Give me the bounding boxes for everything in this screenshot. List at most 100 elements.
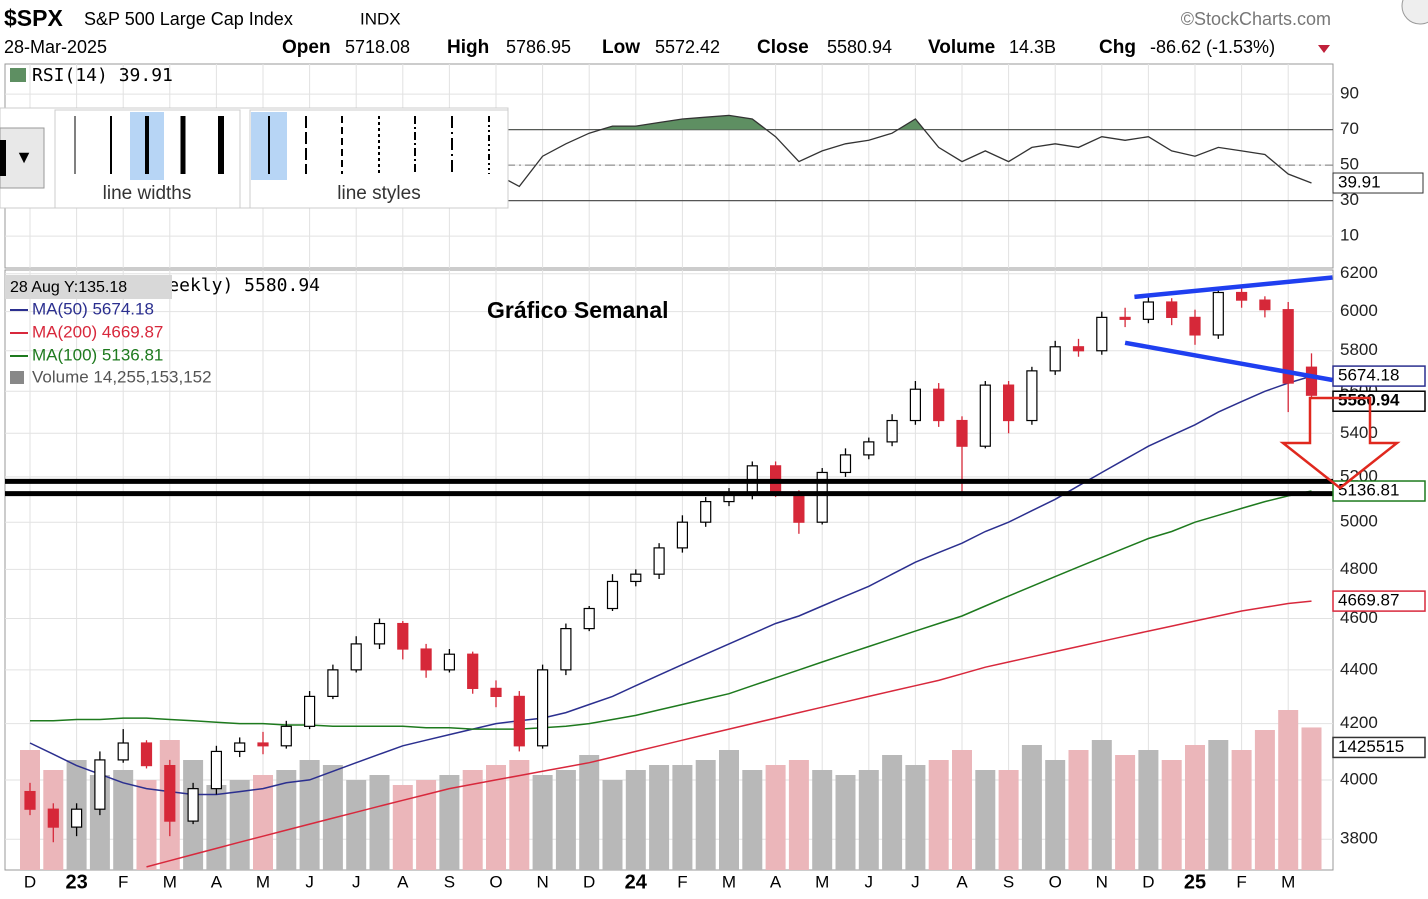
candle-body	[560, 627, 572, 671]
volume-bar	[299, 760, 320, 870]
candle-body	[1096, 316, 1108, 352]
volume-bar	[765, 765, 786, 870]
candle-body	[1049, 346, 1061, 372]
volume-bar	[858, 770, 879, 870]
dropdown-arrow[interactable]: ▼	[15, 147, 33, 167]
y-tick-label: 70	[1340, 119, 1359, 138]
candle-body	[956, 419, 968, 447]
y-tick-label: 4200	[1340, 713, 1378, 732]
x-tick-label: A	[770, 872, 782, 891]
volume-bar	[253, 775, 273, 870]
x-tick-label: N	[1096, 872, 1108, 891]
y-tick-label: 5800	[1340, 340, 1378, 359]
candle-body	[1119, 316, 1131, 320]
candle-body	[863, 441, 875, 456]
candle-body	[1259, 299, 1271, 311]
ma100-tag	[1332, 480, 1426, 502]
rsi-tag	[1332, 172, 1424, 194]
candle-body	[700, 500, 712, 523]
x-tick-label: 24	[625, 871, 648, 893]
y-tick-label: 30	[1340, 190, 1359, 209]
volume-bar	[206, 785, 227, 870]
volume-tag-label: 1425515	[1338, 737, 1404, 756]
y-tick-label: 4400	[1340, 659, 1378, 678]
ma-line	[30, 490, 1312, 730]
volume-bar	[1161, 760, 1182, 870]
volume-bar	[276, 770, 297, 870]
x-tick-label: F	[118, 872, 128, 891]
x-tick-label: M	[722, 872, 736, 891]
volume-bar	[1278, 710, 1299, 870]
candle-body	[886, 419, 898, 443]
volume-bar	[742, 770, 763, 870]
plot-layer: D 23 F M A M J J A S O N D 24 F M A M J J A S O N D 25 F M 10 30 50 70 9…	[4, 63, 1426, 893]
x-tick-label: J	[865, 872, 874, 891]
volume-bar	[392, 785, 413, 870]
candle-body	[164, 764, 176, 822]
rsi-legend-icon	[10, 68, 26, 82]
candle-body	[1142, 301, 1155, 320]
volume-bar	[555, 770, 576, 870]
candle-body	[816, 471, 828, 523]
volume-bar	[532, 775, 553, 870]
x-tick-label: A	[211, 872, 223, 891]
stat-label: Close	[757, 37, 809, 58]
volume-bar	[905, 765, 926, 870]
candle-body	[210, 750, 222, 790]
date: 28-Mar-2025	[4, 37, 107, 57]
ma-line	[29, 375, 1312, 796]
candle-body	[280, 725, 292, 747]
volume-bar	[509, 760, 530, 870]
volume-bar	[229, 780, 250, 870]
candle-body	[1189, 316, 1201, 336]
candle-body	[24, 790, 36, 810]
candle-body	[1072, 346, 1085, 352]
x-tick-label: F	[1236, 872, 1246, 891]
y-tick-label: 50	[1340, 155, 1359, 174]
ma200-tag	[1332, 590, 1426, 612]
x-tick-label: A	[397, 872, 409, 891]
x-tick-label: D	[24, 872, 36, 891]
volume-bar	[486, 765, 506, 870]
candle-body	[304, 695, 316, 727]
stat-value: 5718.08	[345, 37, 410, 57]
volume-bar	[998, 770, 1019, 870]
candle-body	[1282, 309, 1294, 384]
tooltip: 28 Aug Y:135.18	[10, 279, 127, 296]
rsi-overbought	[332, 115, 925, 130]
candle-body	[839, 454, 852, 474]
x-tick-label: M	[163, 872, 177, 891]
volume-bar	[812, 770, 833, 870]
dropdown-swatch	[0, 140, 6, 176]
volume-bar	[975, 770, 996, 870]
rsi-legend: RSI(14) 39.91	[32, 65, 173, 86]
candle-body	[676, 521, 689, 549]
ma200-tag-label: 4669.87	[1338, 591, 1399, 610]
x-tick-label: N	[536, 872, 548, 891]
source: ©StockCharts.com	[1181, 9, 1331, 29]
volume-legend: Volume 14,255,153,152	[32, 367, 212, 386]
volume-bar	[113, 770, 134, 870]
index-name: S&P 500 Large Cap Index	[84, 9, 293, 29]
symbol: $SPX	[4, 5, 63, 31]
candle-body	[513, 695, 525, 747]
x-tick-label: M	[1281, 872, 1295, 891]
stat-value: 5580.94	[827, 37, 892, 57]
dropdown[interactable]	[0, 127, 45, 189]
x-tick-label: O	[489, 872, 502, 891]
annotation: Gráfico Semanal	[487, 297, 669, 323]
volume-bar	[602, 780, 623, 870]
x-tick-label: M	[256, 872, 270, 891]
corner-button[interactable]	[1401, 0, 1428, 25]
candle-body	[793, 494, 805, 523]
x-tick-label: J	[352, 872, 361, 891]
candle-body	[234, 742, 246, 753]
header: $SPX S&P 500 Large Cap Index INDX ©Stock…	[4, 5, 1331, 58]
candle-body	[933, 388, 945, 422]
volume-bar	[1254, 730, 1275, 870]
candle-body	[1212, 291, 1224, 336]
legend-label: MA(100) 5136.81	[32, 345, 163, 364]
volume-bar	[369, 775, 390, 870]
x-tick-label: D	[1142, 872, 1154, 891]
